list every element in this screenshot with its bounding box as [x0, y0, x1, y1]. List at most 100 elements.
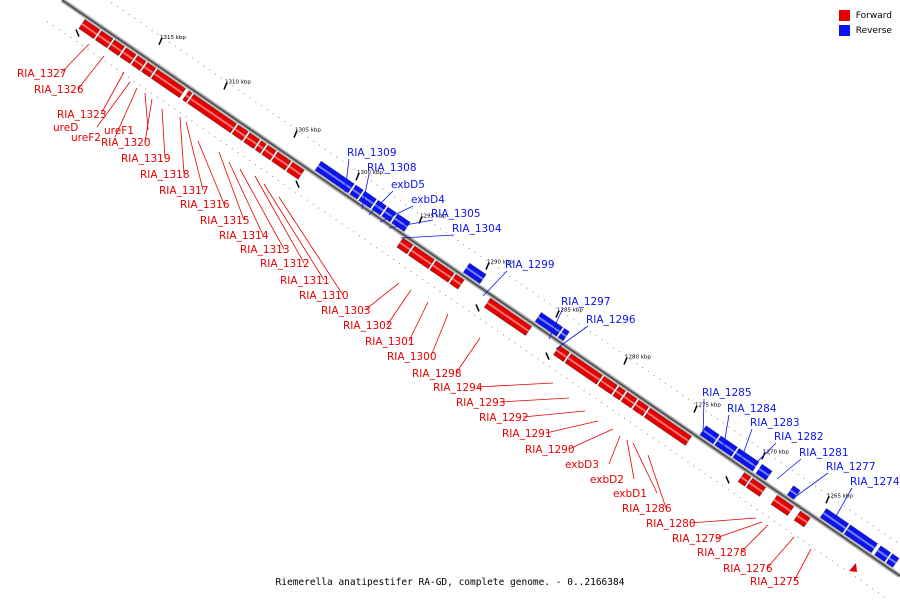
leader-line-ria_1323	[100, 71, 125, 115]
kbp-tick	[725, 475, 730, 484]
leader-line-ria_1326	[77, 55, 105, 90]
leader-line-ria_1311	[263, 183, 325, 281]
reverse-gene-block-7-highlight	[465, 266, 484, 280]
leader-line-ria_1300	[430, 313, 449, 357]
leader-line-ria_1313	[239, 168, 285, 250]
kbp-tick-label: 1305 kbp	[295, 128, 321, 134]
forward-gene-block-29-highlight	[748, 481, 764, 493]
reverse-gene-block-17	[874, 545, 892, 563]
reverse-gene-block-3	[358, 190, 378, 209]
leader-line-ria_1299	[482, 270, 508, 297]
reverse-gene-block-16-highlight	[846, 528, 875, 549]
leader-line-ria_1303	[364, 282, 400, 311]
reverse-gene-block-14-highlight	[789, 489, 798, 496]
leader-line-uref1	[144, 92, 149, 131]
forward-gene-block-3	[107, 39, 126, 57]
leader-line-ria_1305	[388, 219, 434, 229]
forward-gene-block-1-highlight	[81, 23, 98, 36]
reverse-gene-block-16	[843, 524, 879, 554]
leader-line-ria_1327	[60, 43, 90, 74]
kbp-tick	[693, 405, 698, 413]
gene-label-ria_1308: RIA_1308	[367, 162, 417, 174]
reverse-gene-block-14	[786, 485, 801, 500]
gene-label-ria_1281: RIA_1281	[799, 447, 849, 459]
scale-dots-lower	[46, 20, 886, 598]
gene-label-ria_1323: RIA_1323	[57, 109, 107, 121]
forward-gene-block-25-highlight	[623, 395, 635, 405]
gene-label-ria_1277: RIA_1277	[826, 461, 876, 473]
forward-gene-block-31-highlight	[796, 514, 808, 524]
forward-gene-block-19-highlight	[452, 278, 462, 286]
reverse-gene-block-2-highlight	[352, 188, 361, 196]
reverse-gene-block-3-highlight	[361, 194, 374, 205]
forward-gene-block-25	[620, 391, 638, 409]
leader-line-ria_1284	[722, 414, 730, 451]
gene-label-ria_1310: RIA_1310	[299, 290, 349, 302]
reverse-gene-block-10	[699, 425, 720, 445]
forward-gene-block-24	[612, 385, 627, 401]
leader-line-ria_1276	[766, 536, 795, 569]
leader-line-ria_1302	[386, 289, 412, 326]
kbp-tick	[223, 82, 228, 90]
reverse-gene-block-8	[534, 311, 564, 337]
forward-gene-block-31	[793, 510, 811, 528]
reverse-swatch	[838, 25, 850, 36]
leader-line-ria_1286	[647, 454, 667, 509]
forward-gene-block-1	[78, 18, 101, 40]
forward-gene-block-14	[271, 151, 292, 171]
leader-line-ria_1280	[689, 517, 757, 524]
forward-gene-block-15	[285, 161, 305, 180]
reverse-gene-block-7	[462, 262, 487, 285]
leader-line-ria_1312	[254, 175, 305, 264]
genome-caption: Riemerella anatipestifer RA-GD, complete…	[275, 577, 625, 588]
forward-gene-block-17	[407, 245, 435, 270]
legend-item-forward: Forward	[838, 8, 892, 23]
leader-line-exbd3	[608, 435, 621, 465]
forward-gene-block-9	[187, 93, 238, 134]
reverse-gene-block-18-highlight	[888, 557, 897, 564]
leader-line-ria_1282	[751, 442, 777, 468]
forward-gene-block-10-highlight	[234, 128, 246, 137]
legend-label-forward: Forward	[855, 10, 892, 21]
reverse-gene-block-15	[819, 507, 850, 534]
leader-line-exbd1	[632, 442, 658, 494]
leader-line-ria_1316	[197, 140, 225, 205]
leader-line-ria_1314	[228, 161, 264, 236]
reverse-gene-block-17-highlight	[877, 549, 889, 558]
gene-label-exbd2: exbD2	[590, 474, 624, 486]
leader-line-ria_1315	[218, 151, 245, 221]
gene-label-ria_1312: RIA_1312	[260, 258, 310, 270]
forward-gene-block-26-highlight	[635, 403, 647, 413]
reverse-gene-block-10-highlight	[702, 429, 717, 441]
kbp-tick	[555, 310, 560, 318]
forward-gene-block-12	[254, 140, 267, 154]
reverse-gene-block-4	[371, 199, 387, 216]
gene-label-ria_1280: RIA_1280	[646, 518, 696, 530]
kbp-tick-label: 1310 kbp	[225, 79, 251, 85]
gene-label-uref2: ureF2	[71, 132, 101, 144]
leader-line-ria_1319	[161, 108, 166, 159]
kbp-tick-label: 1295 kbp	[420, 214, 446, 220]
forward-gene-block-2	[94, 30, 114, 49]
gene-label-ria_1309: RIA_1309	[347, 147, 397, 159]
forward-gene-block-26	[632, 399, 650, 417]
forward-gene-block-22	[564, 353, 604, 385]
kbp-tick	[623, 357, 628, 365]
reverse-gene-block-9	[557, 327, 570, 342]
forward-gene-block-28	[737, 472, 752, 487]
leader-line-ria_1296	[555, 325, 589, 350]
kbp-tick-label: 1290 kbp	[487, 260, 513, 266]
leader-line-ria_1298	[455, 337, 481, 374]
reverse-gene-block-12-highlight	[735, 452, 757, 468]
gene-label-ria_1301: RIA_1301	[365, 336, 415, 348]
leader-line-ria_1294	[476, 382, 554, 388]
leader-line-ria_1310	[278, 196, 344, 296]
forward-gene-block-11-highlight	[246, 136, 258, 145]
leader-line-ria_1304	[400, 234, 455, 239]
forward-gene-block-7	[150, 68, 187, 99]
forward-gene-block-21	[552, 345, 571, 363]
forward-gene-block-14-highlight	[274, 155, 289, 167]
gene-label-ria_1283: RIA_1283	[750, 417, 800, 429]
forward-gene-block-8	[182, 90, 193, 103]
gene-label-exbd5: exbD5	[391, 179, 425, 191]
